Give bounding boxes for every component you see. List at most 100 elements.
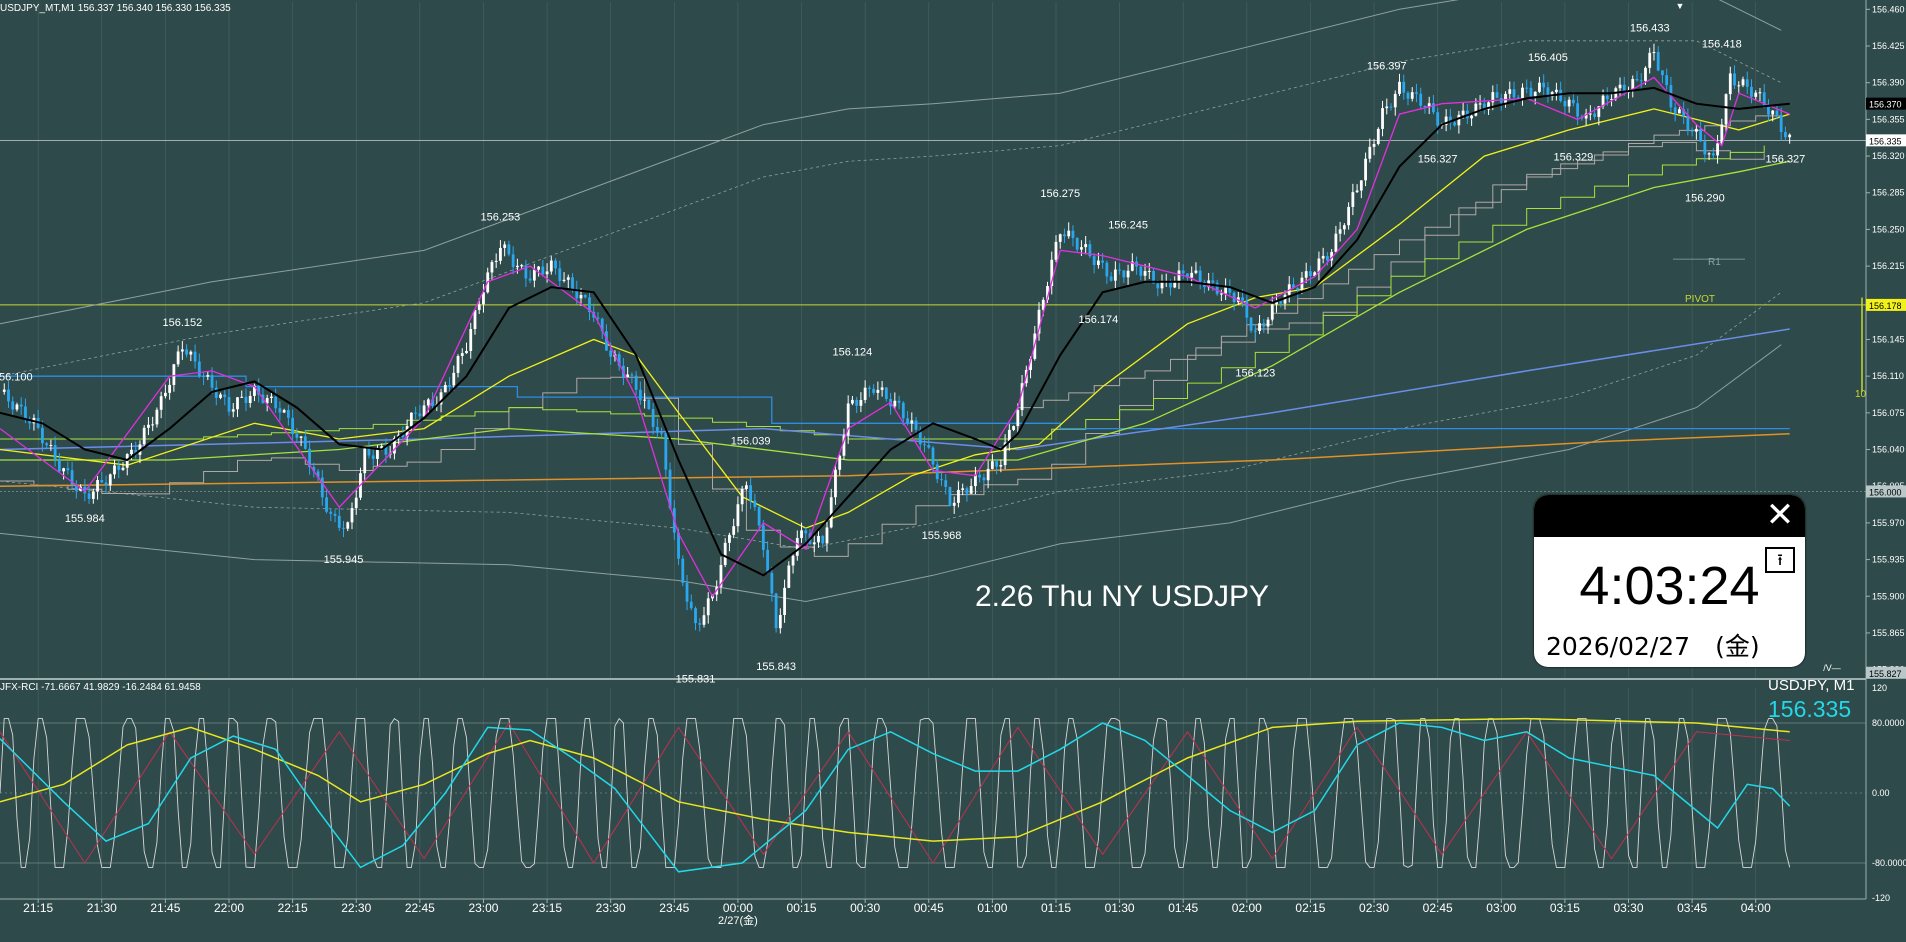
candle-body: [414, 412, 418, 414]
candle-body: [1699, 128, 1703, 142]
candle-body: [333, 513, 337, 516]
candle-body: [244, 396, 248, 404]
candle-body: [409, 412, 413, 427]
side-label: 10: [1855, 389, 1867, 400]
candle-body: [638, 389, 642, 401]
candle-body: [354, 497, 358, 509]
candle-body: [1546, 87, 1550, 97]
candle-body: [1169, 280, 1172, 288]
candle-body: [910, 420, 914, 424]
candle-body: [49, 444, 53, 446]
y-tick-label: 155.935: [1872, 555, 1905, 565]
clock-titlebar[interactable]: [1534, 495, 1805, 537]
candle-body: [363, 448, 367, 474]
candle-body: [706, 598, 710, 616]
step-line-gray-2: [1017, 110, 1782, 409]
candle-body: [927, 444, 931, 448]
candle-body: [795, 538, 799, 556]
x-tick-label: 01:15: [1041, 901, 1071, 915]
y-tick-label: 156.250: [1872, 224, 1905, 234]
candle-body: [1351, 192, 1355, 207]
candle-body: [1372, 143, 1376, 147]
step-line-green: [0, 145, 1765, 440]
candle-body: [1096, 260, 1100, 266]
candle-body: [1525, 87, 1529, 89]
y-tick-label: 156.355: [1872, 114, 1905, 124]
candle-body: [1470, 115, 1473, 119]
x-tick-label: 01:45: [1168, 901, 1198, 915]
candle-body: [376, 449, 379, 459]
candle-body: [473, 309, 477, 330]
candle-body: [393, 438, 396, 454]
pin-icon[interactable]: ⭱: [1765, 547, 1795, 573]
candle-body: [740, 488, 744, 505]
candle-body: [1474, 103, 1478, 116]
candle-body: [1309, 271, 1312, 277]
candle-body: [223, 394, 227, 398]
candle-body: [677, 532, 680, 559]
price-annotation: 156.329: [1553, 152, 1593, 164]
x-tick-label: 22:45: [405, 901, 435, 915]
candle-body: [1071, 230, 1075, 239]
price-tag-label: 156.178: [1869, 301, 1902, 311]
candle-body: [1563, 101, 1567, 107]
candle-body: [723, 542, 727, 565]
price-annotation: 155.945: [324, 554, 364, 566]
candle-body: [236, 397, 239, 410]
candle-body: [952, 502, 956, 506]
candle-body: [957, 489, 960, 503]
candle-body: [876, 389, 880, 393]
candle-body: [1478, 103, 1482, 105]
candle-body: [113, 465, 116, 475]
candle-body: [1767, 105, 1770, 115]
candle-body: [685, 582, 689, 602]
rci-tick-label: -120: [1872, 893, 1890, 903]
candle-body: [1016, 410, 1020, 427]
price-annotation: 156.124: [833, 346, 873, 358]
candle-body: [1733, 73, 1736, 86]
candle-body: [329, 511, 333, 514]
candle-body: [1330, 252, 1334, 261]
candle-body: [863, 387, 867, 400]
candle-body: [1711, 153, 1715, 156]
band-upper: [0, 0, 1782, 325]
x-tick-label: 22:15: [278, 901, 308, 915]
candle-body: [1533, 91, 1537, 97]
clock-widget[interactable]: ✕ ⭱ 4:03:24 2026/02/27 (金): [1534, 495, 1805, 667]
candle-body: [1419, 93, 1423, 106]
candle-body: [1262, 323, 1266, 327]
candle-body: [1270, 304, 1274, 320]
candle-body: [96, 480, 99, 492]
candle-body: [1109, 276, 1113, 281]
candle-body: [1101, 260, 1105, 263]
candle-body: [83, 486, 87, 494]
y-tick-label: 156.425: [1872, 41, 1905, 51]
candle-body: [320, 477, 324, 498]
candle-body: [783, 587, 786, 615]
candle-body: [893, 400, 897, 407]
y-tick-label: 155.970: [1872, 518, 1905, 528]
candle-body: [1283, 294, 1287, 304]
candle-body: [1682, 109, 1686, 117]
candle-body: [1355, 190, 1359, 193]
candle-body: [1762, 92, 1766, 106]
candle-body: [1771, 110, 1775, 115]
candle-body: [766, 549, 770, 573]
candle-body: [147, 424, 150, 428]
candle-body: [384, 446, 388, 455]
candle-body: [1436, 112, 1440, 126]
candle-body: [698, 623, 702, 625]
candle-body: [812, 542, 816, 545]
candle-body: [1105, 262, 1109, 277]
candle-body: [1296, 287, 1300, 290]
candle-body: [558, 268, 562, 281]
rci-cyan: [0, 722, 1791, 873]
close-icon[interactable]: ✕: [1765, 495, 1795, 535]
candle-body: [1665, 75, 1669, 86]
price-annotation: 156.123: [1235, 368, 1275, 380]
candle-body: [134, 449, 138, 455]
candle-body: [1160, 282, 1164, 289]
